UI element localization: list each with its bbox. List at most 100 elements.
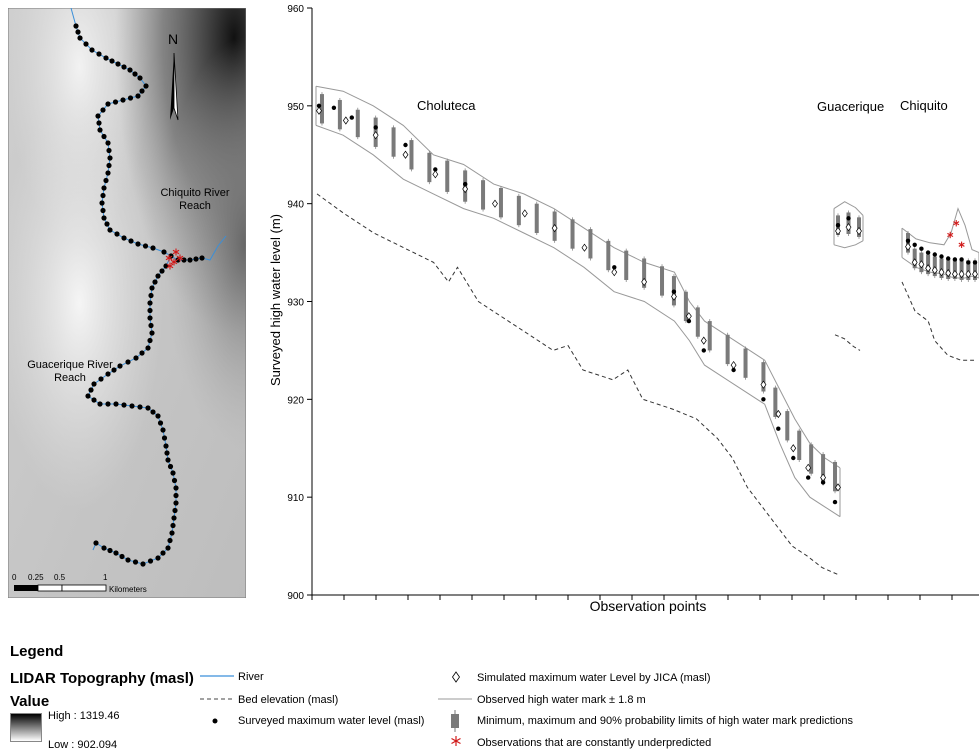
map-observation-point	[170, 522, 176, 529]
surveyed-point	[761, 397, 766, 402]
map-observation-point	[121, 64, 127, 70]
simulated-point	[951, 270, 958, 279]
prediction-limit-box	[785, 411, 790, 441]
map-observation-point	[111, 367, 117, 373]
map-observation-point	[101, 545, 107, 551]
underpredicted-series	[947, 220, 965, 248]
map-observation-point	[137, 75, 143, 81]
map-observation-point	[119, 553, 125, 560]
simulated-point	[402, 150, 409, 159]
map-observation-point	[147, 337, 153, 344]
map-observation-point	[165, 457, 171, 463]
legend-simulated: Simulated maximum water Level by JICA (m…	[477, 672, 711, 684]
map-observation-point	[114, 231, 120, 237]
map-underpredicted-markers	[165, 248, 184, 270]
map-observation-point	[137, 404, 143, 410]
map-observation-point	[171, 515, 177, 521]
map-observation-point	[101, 215, 107, 221]
map-observation-point	[117, 363, 123, 369]
simulated-point	[581, 243, 588, 252]
map-observation-point	[135, 241, 141, 247]
map-observation-point	[97, 401, 103, 407]
simulated-point	[925, 264, 932, 273]
lidar-map: N Chiquito River Reach Guacerique River …	[8, 8, 246, 598]
map-observation-point	[91, 397, 97, 403]
legend-title: Legend	[10, 643, 64, 660]
map-observation-point	[139, 350, 145, 356]
map-observation-point	[145, 405, 151, 411]
simulated-point	[918, 260, 925, 269]
simulated-point	[911, 258, 918, 267]
map-observation-point	[100, 207, 106, 214]
prediction-limit-box	[683, 291, 688, 322]
svg-text:Kilometers: Kilometers	[109, 585, 147, 594]
map-observation-point	[106, 147, 112, 154]
map-observation-point	[167, 537, 173, 544]
legend-low: Low : 902.094	[48, 739, 118, 751]
map-observation-point	[96, 51, 102, 57]
legend-limits: Minimum, maximum and 90% probability lim…	[477, 715, 853, 727]
surveyed-point	[835, 223, 841, 228]
y-tick-label: 930	[287, 298, 304, 309]
water-level-chart: 900 910 920 930 940 950 960 Surveyed high wate…	[268, 4, 979, 614]
surveyed-point	[331, 105, 337, 111]
map-observation-point	[107, 227, 113, 233]
map-observation-point	[101, 133, 107, 140]
surveyed-point	[316, 103, 322, 109]
map-observation-point	[171, 477, 178, 484]
prediction-limit-box	[570, 219, 575, 249]
legend-surveyed: Surveyed maximum water level (masl)	[238, 715, 425, 727]
map-observation-point	[139, 88, 145, 94]
map-observation-point	[97, 127, 103, 133]
map-observation-point	[105, 140, 111, 146]
prediction-limit-box	[498, 188, 503, 218]
prediction-limit-box	[707, 321, 712, 351]
reach-label-choluteca: Choluteca	[417, 98, 476, 113]
map-observation-point	[105, 101, 111, 107]
scale-bar: 0 0.25 0.5 1 Kilometers	[12, 573, 147, 594]
prediction-limit-box	[952, 259, 957, 279]
prediction-limit-box	[773, 387, 778, 417]
map-observation-point	[85, 393, 91, 399]
simulated-point	[492, 199, 498, 208]
map-observation-point	[147, 558, 154, 564]
svg-text:0: 0	[12, 573, 17, 582]
legend-underpredicted: Observations that are constantly underpr…	[477, 737, 712, 749]
north-arrow-icon: N	[168, 31, 179, 121]
map-observation-point	[96, 120, 102, 126]
surveyed-point	[939, 254, 944, 259]
map-observation-point	[161, 249, 167, 255]
y-tick-label: 910	[287, 493, 304, 504]
prediction-limit-box	[695, 307, 700, 337]
map-observation-point	[115, 61, 121, 67]
prediction-limit-box	[409, 140, 414, 170]
prediction-limit-box	[660, 266, 665, 296]
simulated-point	[905, 242, 911, 251]
surveyed-point	[686, 318, 692, 324]
surveyed-point	[932, 252, 937, 257]
map-observation-point	[161, 435, 168, 441]
prediction-limit-box	[337, 99, 342, 130]
map-observation-point	[160, 550, 166, 556]
simulated-point	[805, 463, 812, 472]
map-observation-point	[173, 492, 179, 499]
observed-band-upper-choluteca	[315, 85, 841, 469]
map-observation-point	[167, 463, 174, 470]
y-tick-label: 950	[287, 102, 304, 113]
simulated-point	[671, 292, 677, 301]
surveyed-point	[846, 216, 851, 221]
legend-surveyed-symbol	[212, 718, 218, 724]
map-observation-point	[157, 420, 164, 426]
reach-label-chiquito: Chiquito	[900, 98, 948, 113]
prediction-limit-box	[319, 94, 324, 124]
prediction-limit-box	[821, 454, 826, 484]
map-observation-point	[125, 557, 131, 563]
bed-elevation-line-guacerique	[834, 334, 861, 351]
prediction-limit-box	[809, 444, 814, 474]
map-observation-point	[91, 381, 97, 387]
legend-simulated-symbol	[452, 671, 460, 683]
y-tick-label: 920	[287, 395, 304, 406]
surveyed-point	[463, 181, 468, 187]
simulated-point	[316, 106, 322, 115]
y-tick-label: 960	[287, 4, 304, 15]
